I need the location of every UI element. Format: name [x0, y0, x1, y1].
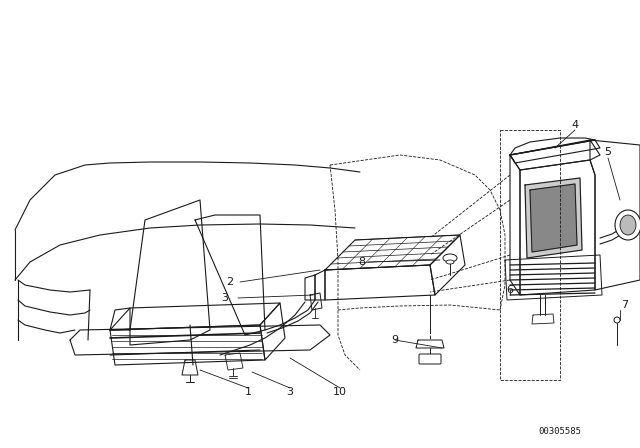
FancyBboxPatch shape [419, 354, 441, 364]
Polygon shape [110, 325, 265, 365]
Ellipse shape [614, 317, 620, 323]
Ellipse shape [620, 215, 636, 235]
Text: 7: 7 [621, 300, 628, 310]
Polygon shape [315, 270, 325, 300]
Polygon shape [430, 235, 465, 295]
Polygon shape [305, 275, 315, 300]
Polygon shape [520, 160, 595, 295]
Text: 10: 10 [333, 387, 347, 397]
Ellipse shape [446, 260, 454, 264]
Text: 2: 2 [227, 277, 234, 287]
Polygon shape [110, 308, 130, 330]
Text: 1: 1 [244, 387, 252, 397]
Text: 5: 5 [605, 147, 611, 157]
Polygon shape [530, 184, 577, 252]
Polygon shape [510, 140, 600, 170]
Text: 00305585: 00305585 [538, 427, 582, 436]
Text: 8: 8 [358, 257, 365, 267]
Polygon shape [532, 314, 554, 324]
Polygon shape [110, 303, 280, 330]
Polygon shape [325, 235, 460, 270]
Ellipse shape [615, 210, 640, 240]
Polygon shape [525, 178, 582, 258]
Ellipse shape [443, 254, 457, 262]
Polygon shape [182, 360, 198, 375]
Polygon shape [510, 140, 600, 163]
Polygon shape [590, 140, 640, 290]
Polygon shape [325, 265, 435, 300]
Polygon shape [416, 340, 444, 348]
Text: 3: 3 [287, 387, 294, 397]
Text: 3: 3 [221, 293, 228, 303]
Polygon shape [510, 155, 520, 295]
Text: 6: 6 [506, 285, 513, 295]
Polygon shape [225, 353, 243, 370]
Text: 4: 4 [572, 120, 579, 130]
Text: 9: 9 [392, 335, 399, 345]
Polygon shape [260, 303, 285, 360]
Polygon shape [310, 293, 322, 310]
